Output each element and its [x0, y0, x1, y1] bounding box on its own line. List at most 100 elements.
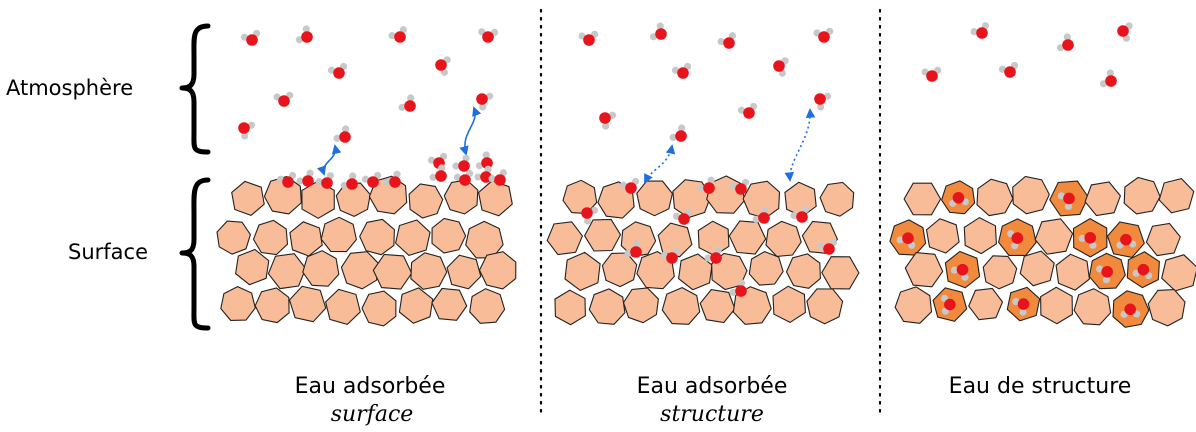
water-molecule [814, 92, 832, 111]
grain [564, 251, 601, 292]
grain [320, 216, 357, 253]
atmosphere-label: Atmosphère [6, 76, 133, 100]
water-molecule [333, 125, 351, 143]
adsorbed-water-molecule [624, 240, 642, 258]
grain [622, 287, 659, 324]
grain [546, 221, 584, 256]
adsorbed-water-molecule [697, 176, 715, 194]
grain [398, 287, 434, 324]
grain [636, 180, 673, 217]
surface-brace [179, 177, 211, 331]
grain [372, 253, 413, 290]
structural-water-molecule [1096, 265, 1113, 284]
grain [361, 290, 397, 327]
water-molecule [773, 57, 789, 77]
water-molecule [578, 30, 599, 46]
surface-label: Surface [68, 240, 148, 264]
adsorbed-water-molecule [581, 206, 599, 225]
adsorbed-water-molecule [276, 171, 297, 188]
grain [477, 180, 513, 217]
grain [1147, 289, 1186, 327]
grain [1084, 181, 1122, 217]
water-molecule [476, 92, 494, 111]
adsorbed-water-molecule [790, 206, 809, 223]
grain [443, 179, 479, 215]
exchange-arrows [317, 106, 816, 184]
grain [601, 252, 638, 288]
panel-1-title: Eau adsorbée [295, 374, 446, 399]
water-molecule [813, 27, 834, 43]
grain [968, 287, 1004, 321]
water-molecule [435, 56, 451, 76]
water-molecule [1099, 69, 1117, 88]
adsorbed-water-molecule [475, 151, 493, 170]
exchange-arrow [644, 144, 676, 184]
water-molecule [1117, 22, 1133, 42]
grain [904, 252, 944, 288]
grain [765, 220, 802, 257]
exchange-arrow [459, 106, 482, 156]
grain [267, 253, 307, 290]
water-molecule [238, 121, 256, 140]
water-molecule [478, 28, 499, 43]
grain [697, 220, 730, 257]
exchange-arrow [317, 144, 342, 176]
structural-water-molecule [1007, 230, 1024, 250]
grain [785, 253, 821, 289]
structural-water-molecule [950, 263, 969, 281]
grain [1123, 176, 1161, 215]
structural-water-molecule [1132, 263, 1153, 280]
adsorbed-water-molecule [672, 208, 693, 225]
grain [728, 220, 767, 255]
water-molecule [273, 91, 294, 107]
structural-water-molecule [1120, 303, 1141, 318]
panel-2-subtitle: structure [660, 402, 764, 427]
adsorbed-water-molecule [488, 169, 507, 186]
panel-1-subtitle: surface [331, 402, 414, 427]
grain [469, 288, 506, 324]
adsorbed-water-molecule [704, 246, 722, 264]
structural-water-molecule [1057, 192, 1075, 211]
grain [819, 181, 855, 217]
grain [1073, 288, 1112, 326]
adsorbed-water-molecule [361, 171, 382, 188]
grain [394, 219, 431, 257]
grain [235, 248, 270, 286]
structural-water-molecule [949, 191, 969, 207]
grain [1161, 254, 1196, 292]
water-molecule [327, 62, 348, 79]
grain [661, 286, 701, 325]
grain [252, 219, 289, 256]
grain [583, 218, 622, 252]
adsorbed-water-molecule [729, 178, 750, 195]
adsorbed-water-molecule [453, 169, 474, 186]
grain [478, 251, 517, 290]
water-molecule [240, 29, 261, 46]
water-molecule [295, 25, 313, 44]
grain [925, 218, 960, 254]
adsorbed-water-molecule [660, 247, 681, 264]
exchange-arrow [784, 108, 816, 182]
water-molecules [238, 22, 1153, 318]
panel-2-title: Eau adsorbée [637, 374, 788, 399]
grain [620, 221, 657, 257]
water-molecule [671, 62, 692, 79]
adsorbed-water-molecule [619, 177, 640, 194]
grain [963, 216, 997, 255]
water-molecule [970, 22, 989, 39]
grain [408, 183, 444, 219]
atmosphere-brace [179, 23, 211, 155]
grain [410, 252, 448, 290]
grain [1040, 286, 1073, 325]
grain-layer [216, 175, 1196, 328]
structural-water-molecule [1078, 231, 1097, 249]
grain [302, 250, 340, 287]
grain [1055, 253, 1090, 291]
adsorbed-water-molecule [817, 238, 838, 255]
grain [1145, 222, 1181, 257]
water-molecule [737, 102, 758, 119]
grain [220, 285, 256, 321]
grain [894, 286, 933, 324]
grain [216, 220, 252, 255]
